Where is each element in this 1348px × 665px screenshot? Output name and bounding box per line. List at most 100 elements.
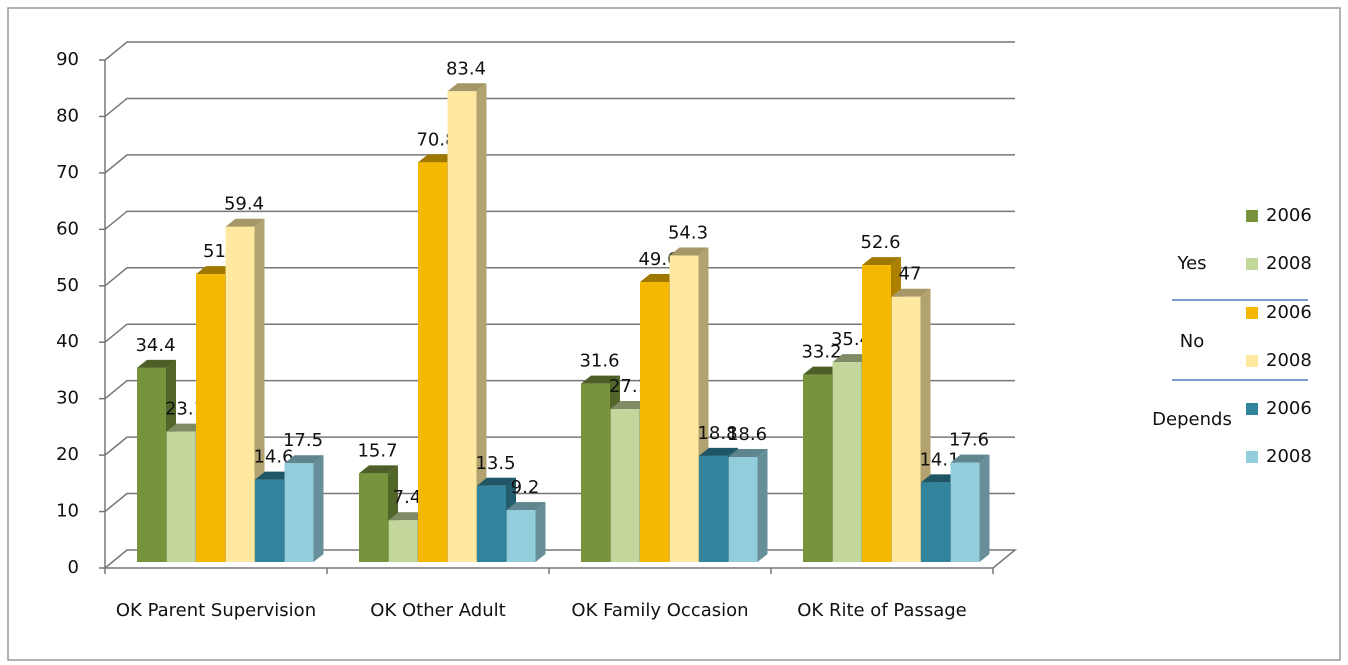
legend-label: 2008 xyxy=(1266,253,1312,274)
data-label: 34.4 xyxy=(135,335,175,356)
grid-line xyxy=(104,41,1015,61)
bar-top-shade xyxy=(255,471,294,480)
bar-top xyxy=(669,247,709,256)
grid-line xyxy=(104,267,1015,287)
chart-frame xyxy=(7,7,1341,661)
bar xyxy=(506,510,536,562)
bar-top xyxy=(137,359,176,368)
bar-top-shade xyxy=(447,83,487,92)
bar-top-shade xyxy=(921,474,960,483)
bar-top xyxy=(447,83,487,92)
bar xyxy=(581,383,610,562)
bar-top xyxy=(284,455,324,464)
data-label: 18.8 xyxy=(697,423,737,444)
x-tick-label: OK Parent Supervision xyxy=(116,600,316,621)
legend-group-label: No xyxy=(1180,331,1204,352)
data-label: 14.6 xyxy=(253,447,293,468)
bar-side xyxy=(535,502,546,562)
grid-line xyxy=(104,154,1015,174)
bar-top xyxy=(891,288,931,297)
data-label: 13.5 xyxy=(475,453,515,474)
bar xyxy=(640,282,669,562)
legend-group-label: Depends xyxy=(1152,409,1232,430)
bar-top-shade xyxy=(359,465,398,474)
bar xyxy=(803,374,832,562)
bar xyxy=(137,367,166,562)
bar-top xyxy=(728,449,768,458)
bar-top xyxy=(581,375,620,384)
bar-top xyxy=(388,512,428,521)
data-label: 35.4 xyxy=(831,329,871,350)
legend-swatch xyxy=(1246,451,1258,463)
bar-side-shade xyxy=(979,454,990,562)
legend-swatch xyxy=(1246,258,1258,270)
grid-line xyxy=(104,436,1015,456)
bar-top-shade xyxy=(950,454,990,463)
x-tick-label: OK Family Occasion xyxy=(571,600,748,621)
legend-label: 2006 xyxy=(1266,205,1312,226)
bar-side xyxy=(476,83,487,563)
bar xyxy=(832,362,862,562)
bar-top-shade xyxy=(284,455,324,464)
y-tick-label: 90 xyxy=(56,49,79,70)
bar xyxy=(891,296,921,562)
y-tick-label: 50 xyxy=(56,275,79,296)
data-label: 31.6 xyxy=(579,351,619,372)
x-tick-label: OK Rite of Passage xyxy=(797,600,967,621)
y-tick-label: 60 xyxy=(56,218,79,239)
legend-swatch xyxy=(1246,403,1258,415)
legend-group-label: Yes xyxy=(1176,253,1206,274)
data-label: 47 xyxy=(899,264,922,285)
bar-side xyxy=(979,454,990,562)
x-tick-label: OK Other Adult xyxy=(370,600,505,621)
bar-top-shade xyxy=(728,449,768,458)
bar-top-shade xyxy=(225,218,265,227)
data-label: 52.6 xyxy=(860,232,900,253)
y-tick-label: 80 xyxy=(56,105,79,126)
bar-side-shade xyxy=(313,455,324,562)
legend-swatch xyxy=(1246,307,1258,319)
bar-top-shade xyxy=(477,477,516,486)
bar xyxy=(921,482,950,562)
bar xyxy=(418,162,447,562)
bar-top xyxy=(196,266,235,275)
legend-label: 2008 xyxy=(1266,350,1312,371)
bar-top-shade xyxy=(862,257,901,266)
bar xyxy=(447,91,477,563)
bar-top-shade xyxy=(803,366,842,375)
y-tick-label: 20 xyxy=(56,444,79,465)
grid-line xyxy=(104,379,1015,400)
bar-top-shade xyxy=(166,423,206,432)
bar xyxy=(225,226,255,562)
y-tick-label: 70 xyxy=(56,162,79,183)
data-label: 51 xyxy=(203,241,226,262)
bar-top-shade xyxy=(699,447,738,456)
bar xyxy=(610,409,640,562)
bar-top xyxy=(862,257,901,266)
bar xyxy=(950,462,980,562)
bar-top xyxy=(255,471,294,480)
bar-top xyxy=(950,454,990,463)
data-label: 70.8 xyxy=(416,129,456,150)
bar-top-shade xyxy=(388,512,428,521)
grid-line xyxy=(104,210,1015,230)
bar-side-shade xyxy=(535,502,546,562)
bar-top xyxy=(359,465,398,474)
bar-top-shade xyxy=(832,354,872,363)
legend-label: 2008 xyxy=(1266,446,1312,467)
bar-top-shade xyxy=(196,266,235,275)
data-label: 54.3 xyxy=(668,223,708,244)
bar xyxy=(196,274,225,562)
legend-swatch xyxy=(1246,210,1258,222)
bar xyxy=(477,485,506,562)
bar-top xyxy=(506,502,546,511)
bar-top-shade xyxy=(418,154,457,163)
y-tick-label: 0 xyxy=(68,557,79,578)
bar-top-shade xyxy=(610,401,650,410)
bar-top xyxy=(640,274,679,283)
legend-label: 2006 xyxy=(1266,302,1312,323)
bar-top xyxy=(921,474,960,483)
bar-top-shade xyxy=(891,288,931,297)
bar xyxy=(728,457,758,562)
bar-top xyxy=(610,401,650,410)
